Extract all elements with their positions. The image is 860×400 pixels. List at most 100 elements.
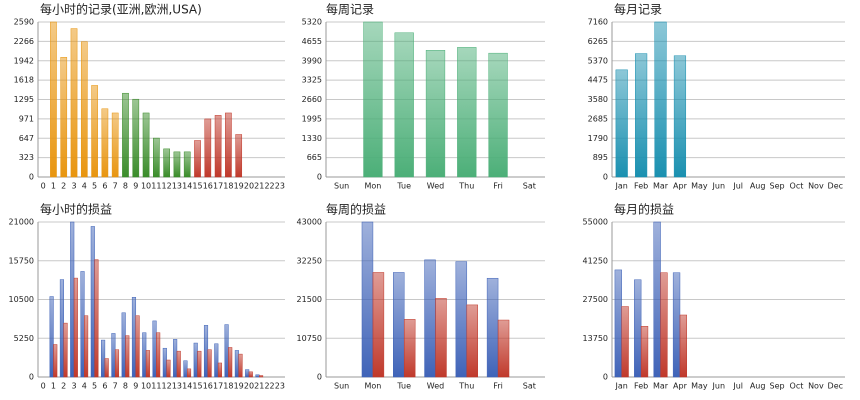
bar xyxy=(94,259,99,378)
x-tick-label: Fri xyxy=(493,182,503,191)
x-tick-label: 17 xyxy=(213,182,223,191)
bar xyxy=(214,343,219,378)
bar xyxy=(203,325,209,378)
bar xyxy=(73,277,78,378)
y-tick-label: 1790 xyxy=(588,134,608,143)
bar xyxy=(91,85,98,178)
bar xyxy=(70,28,78,178)
x-tick-label: Feb xyxy=(634,382,648,391)
bar xyxy=(361,221,374,378)
x-tick-label: Mar xyxy=(653,182,669,191)
y-tick-label: 4475 xyxy=(588,76,608,85)
x-tick-label: 7 xyxy=(113,382,118,391)
bar xyxy=(673,55,687,178)
bar xyxy=(488,52,508,178)
x-tick-label: 7 xyxy=(113,182,118,191)
x-tick-label: 22 xyxy=(264,382,274,391)
x-tick-label: 13 xyxy=(172,382,182,391)
x-tick-label: 10 xyxy=(141,182,151,191)
y-tick-label: 1942 xyxy=(14,56,34,65)
x-tick-label: 1 xyxy=(51,382,56,391)
y-tick-label: 0 xyxy=(603,173,608,182)
x-tick-label: Wed xyxy=(427,182,444,191)
x-tick-label: 11 xyxy=(151,182,161,191)
bar xyxy=(235,134,243,178)
x-tick-label: Oct xyxy=(790,182,804,191)
x-tick-label: Wed xyxy=(427,382,444,391)
bar xyxy=(660,272,668,378)
bar xyxy=(197,350,202,378)
bar xyxy=(193,342,198,378)
y-tick-label: 5320 xyxy=(302,18,322,27)
y-tick-label: 13750 xyxy=(583,334,608,343)
y-tick-label: 32250 xyxy=(297,256,322,265)
y-tick-label: 1995 xyxy=(302,114,322,123)
x-tick-label: 6 xyxy=(102,182,107,191)
bar xyxy=(228,347,233,378)
x-tick-label: 12 xyxy=(162,182,172,191)
y-tick-label: 2590 xyxy=(14,18,34,27)
bar xyxy=(60,57,68,178)
bar xyxy=(111,333,116,378)
bar xyxy=(455,261,468,378)
bar xyxy=(121,312,126,378)
x-tick-label: 16 xyxy=(203,382,213,391)
chart-title: 每月的损益 xyxy=(614,202,674,217)
x-tick-label: Aug xyxy=(750,382,766,391)
bar xyxy=(225,112,232,178)
bar xyxy=(653,221,661,378)
x-tick-label: 8 xyxy=(123,182,128,191)
x-tick-label: Nov xyxy=(808,182,824,191)
y-tick-label: 0 xyxy=(29,373,34,382)
x-tick-label: Tue xyxy=(396,382,411,391)
y-tick-label: 323 xyxy=(19,153,34,162)
y-tick-label: 0 xyxy=(603,373,608,382)
bar xyxy=(207,349,212,378)
bar xyxy=(372,272,385,378)
bar xyxy=(125,335,130,378)
x-tick-label: 10 xyxy=(141,382,151,391)
x-tick-label: 0 xyxy=(41,382,46,391)
x-tick-label: 18 xyxy=(223,182,233,191)
bar xyxy=(363,21,383,178)
bar xyxy=(114,349,120,378)
y-tick-label: 43000 xyxy=(297,218,322,227)
x-tick-label: Jul xyxy=(732,382,743,391)
y-tick-label: 10500 xyxy=(9,295,34,304)
x-tick-label: 9 xyxy=(133,182,138,191)
x-tick-label: Jan xyxy=(615,182,628,191)
bar xyxy=(163,148,170,178)
x-tick-label: 5 xyxy=(92,182,97,191)
bar xyxy=(217,362,222,378)
bar xyxy=(238,353,243,378)
x-tick-label: Jul xyxy=(732,182,743,191)
bar xyxy=(50,21,57,178)
bar xyxy=(245,369,250,378)
bar xyxy=(173,339,178,378)
bar xyxy=(234,350,239,378)
x-tick-label: Sun xyxy=(334,182,349,191)
bar xyxy=(394,32,414,178)
bar xyxy=(672,272,681,378)
x-tick-label: Mar xyxy=(653,382,669,391)
bar xyxy=(425,50,446,178)
y-tick-label: 6265 xyxy=(588,37,608,46)
bar xyxy=(132,98,140,178)
x-tick-label: May xyxy=(691,382,708,391)
x-tick-label: 4 xyxy=(82,382,87,391)
y-tick-label: 21500 xyxy=(297,295,322,304)
x-tick-label: 23 xyxy=(275,182,285,191)
bar xyxy=(183,360,188,378)
x-tick-label: Oct xyxy=(790,382,804,391)
bar xyxy=(135,315,140,378)
bar xyxy=(142,332,147,378)
y-tick-label: 3990 xyxy=(302,56,322,65)
x-tick-label: Sat xyxy=(523,382,536,391)
chart-title: 每小时的记录(亚洲,欧洲,USA) xyxy=(40,2,202,17)
bar xyxy=(486,277,499,378)
x-tick-label: Thu xyxy=(458,182,474,191)
bar xyxy=(186,368,192,378)
x-tick-label: 9 xyxy=(133,382,138,391)
y-tick-label: 55000 xyxy=(583,218,608,227)
